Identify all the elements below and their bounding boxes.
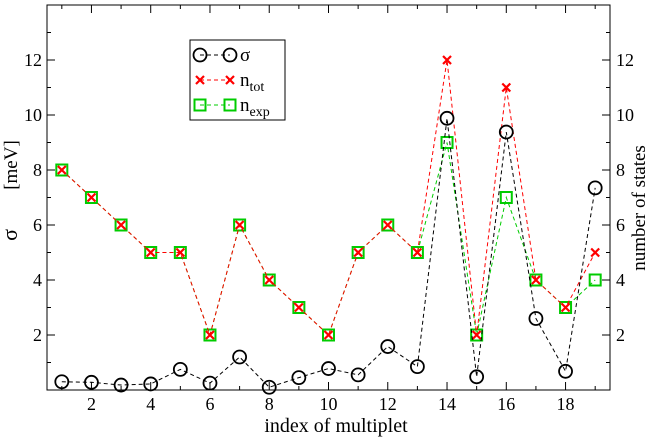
- data-point-x: [234, 220, 245, 230]
- data-point-square: [440, 136, 454, 149]
- plot-frame: [46, 4, 611, 391]
- series-line: [61, 118, 596, 388]
- data-point-circle: [232, 349, 248, 365]
- data-point-x: [294, 302, 304, 313]
- y-right-tick-label: 8: [616, 160, 625, 180]
- y-left-tick-label: 4: [33, 270, 42, 290]
- data-point-x: [412, 247, 423, 258]
- data-point-square: [55, 163, 69, 177]
- y-left-tick-label: 2: [33, 325, 42, 345]
- data-point-circle: [321, 361, 336, 376]
- data-point-x: [57, 165, 67, 175]
- ticks-layer: 2 4 6 8 10 12 14 16 18 2 4 6 8 10 12 2 4 6 8 10 12: [24, 5, 634, 414]
- y-right-tick-label: 12: [616, 50, 634, 70]
- data-point-circle: [291, 370, 307, 386]
- data-point-circle: [380, 339, 396, 354]
- data-point-x: [531, 275, 541, 285]
- x-tick-label: 18: [557, 394, 575, 414]
- data-point-circle: [113, 377, 129, 393]
- x-tick-label: 10: [320, 394, 338, 414]
- data-point-x: [442, 55, 452, 65]
- y-left-tick-label: 10: [24, 105, 42, 125]
- data-point-x: [205, 330, 215, 340]
- y-left-tick-label: 6: [33, 215, 42, 235]
- x-tick-label: 6: [205, 394, 214, 414]
- data-point-x: [471, 330, 482, 340]
- data-point-x: [382, 220, 393, 230]
- series-layer: [54, 55, 603, 395]
- data-point-square: [410, 246, 424, 259]
- data-point-circle: [498, 124, 514, 140]
- x-tick-label: 8: [265, 394, 274, 414]
- series-sigma: [54, 110, 603, 395]
- x-tick-label: 16: [497, 394, 515, 414]
- data-point-square: [262, 273, 276, 287]
- x-tick-label: 12: [379, 394, 397, 414]
- y-axis-left-symbol: σ: [0, 229, 22, 241]
- data-point-square: [233, 218, 247, 232]
- series-line: [61, 142, 596, 337]
- data-point-circle: [261, 379, 277, 395]
- data-point-circle: [587, 180, 603, 196]
- y-left-tick-label: 8: [33, 160, 42, 180]
- data-point-square: [114, 218, 128, 232]
- x-tick-label: 2: [87, 394, 96, 414]
- series-line: [61, 59, 596, 337]
- legend-marker: [225, 75, 235, 85]
- y-right-tick-label: 2: [616, 325, 625, 345]
- data-point-circle: [469, 369, 485, 385]
- data-point-x: [560, 302, 571, 313]
- y-right-tick-label: 4: [616, 270, 625, 290]
- data-point-x: [264, 275, 275, 285]
- legend-label-subscript: exp: [250, 105, 270, 120]
- legend-marker: [223, 98, 237, 112]
- data-point-x: [501, 82, 512, 93]
- y-right-tick-label: 6: [616, 215, 625, 235]
- y-axis-left-label: σ [meV]: [0, 140, 22, 241]
- data-point-x: [145, 247, 156, 258]
- data-point-square: [470, 328, 484, 342]
- data-point-square: [203, 328, 217, 342]
- legend-box: [189, 39, 286, 121]
- data-point-square: [529, 273, 543, 287]
- legend-marker: [192, 47, 208, 63]
- legend-label: σ: [240, 45, 250, 66]
- data-point-circle: [172, 361, 188, 377]
- data-point-circle: [409, 359, 425, 375]
- data-point-circle: [558, 363, 573, 379]
- y-axis-left-unit: [meV]: [1, 140, 22, 190]
- data-point-x: [323, 330, 334, 340]
- data-point-square: [322, 328, 335, 342]
- data-point-square: [559, 301, 573, 314]
- data-point-square: [499, 191, 513, 204]
- data-point-square: [84, 191, 98, 204]
- y-left-tick-label: 12: [24, 50, 42, 70]
- data-point-x: [86, 192, 97, 203]
- data-point-x: [353, 247, 363, 258]
- legend-marker: [195, 75, 205, 85]
- data-point-square: [351, 246, 365, 259]
- legend-label: ntot: [240, 70, 264, 95]
- data-point-square: [588, 273, 602, 287]
- data-point-x: [116, 220, 126, 230]
- legend-marker: [222, 47, 238, 63]
- y-right-tick-label: 10: [616, 105, 634, 125]
- series-n-tot: [57, 55, 600, 340]
- legend-label-subscript: tot: [250, 80, 265, 95]
- data-point-square: [173, 246, 187, 259]
- data-point-circle: [439, 110, 455, 126]
- legend-marker: [193, 98, 207, 112]
- data-point-x: [175, 247, 186, 258]
- x-tick-label: 14: [438, 394, 456, 414]
- data-point-square: [381, 218, 395, 232]
- x-tick-label: 4: [146, 394, 155, 414]
- data-point-circle: [528, 311, 544, 326]
- data-point-circle: [350, 367, 366, 383]
- x-axis-label: index of multiplet: [264, 415, 408, 437]
- data-point-square: [292, 301, 306, 314]
- data-point-x: [590, 247, 600, 258]
- y-axis-right-label: number of states: [629, 145, 650, 271]
